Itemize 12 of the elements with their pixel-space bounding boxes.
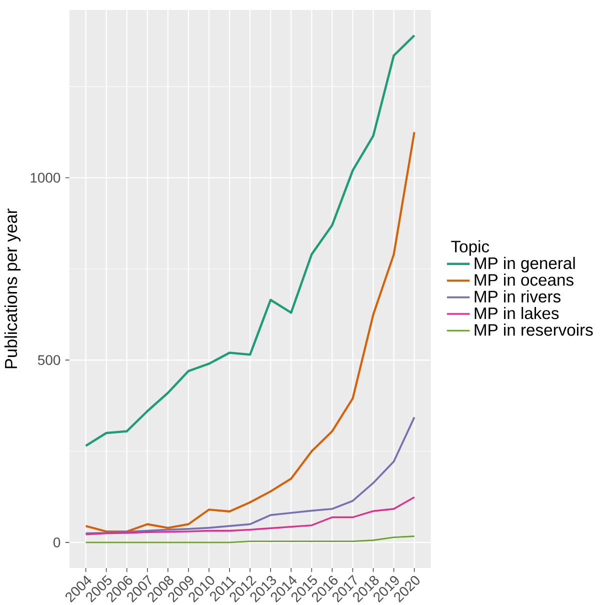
legend-title: Topic [451, 240, 490, 256]
y-tick-label: 0 [53, 537, 60, 548]
legend-label: MP in rivers [474, 290, 560, 302]
line-series [84, 131, 416, 533]
legend-label: MP in general [474, 256, 575, 272]
legend-label: MP in reservoirs [474, 324, 593, 336]
y-axis-title: Publications per year [4, 208, 20, 368]
line-series [84, 34, 416, 447]
legend-label: MP in oceans [474, 274, 574, 286]
y-tick-label: 1000 [30, 172, 60, 183]
legend-label: MP in lakes [474, 306, 559, 320]
y-tick-label: 500 [38, 355, 60, 366]
